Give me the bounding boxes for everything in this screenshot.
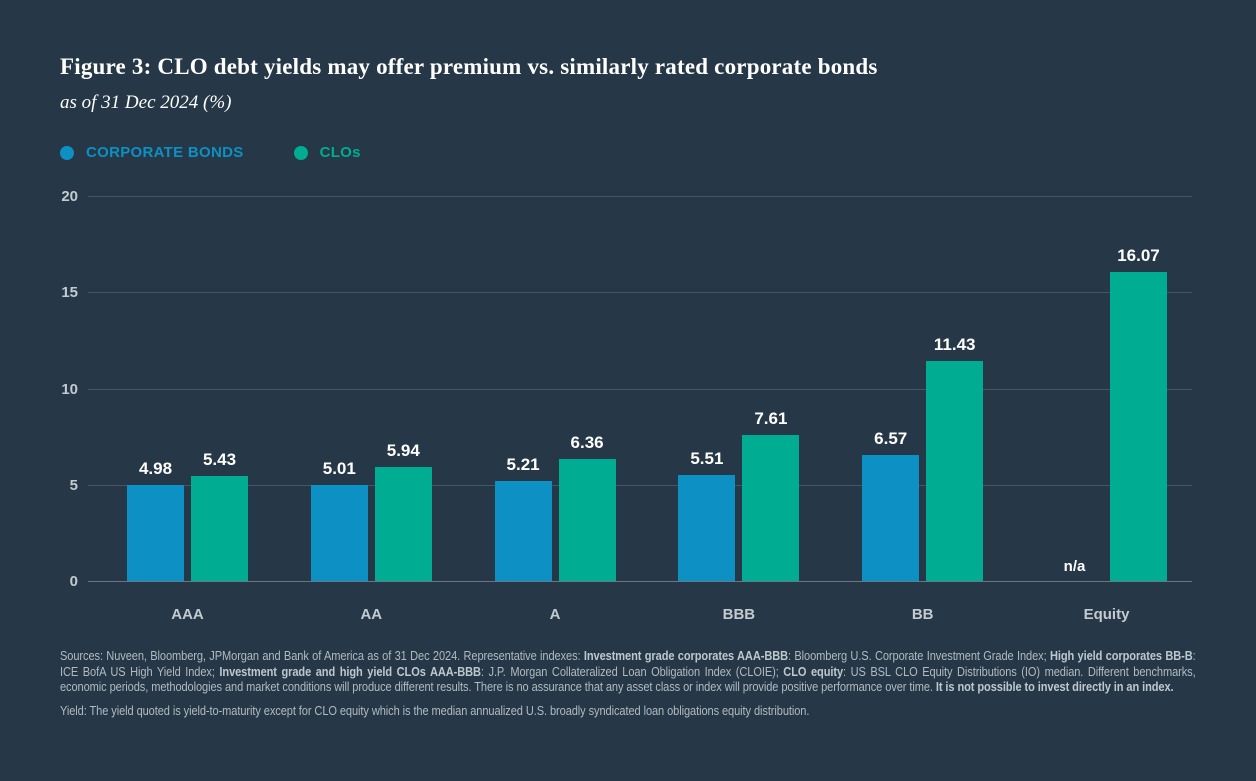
x-axis-label-a: A [549,606,561,623]
gridline-y-10 [88,388,1192,390]
footnote-yield: Yield: The yield quoted is yield-to-matu… [60,702,810,718]
bar-corporate-bonds-a [494,480,552,581]
bar-corporate-bonds-aa [310,484,368,581]
footnote-segment: : US BSL CLO Equity Distributions (IO) m… [60,663,1196,695]
bar-clos-aaa [191,476,248,581]
footnote-segment: Sources: Nuveen, Bloomberg, JPMorgan and… [60,648,584,663]
bar-value-label: 5.94 [386,440,420,460]
legend-label-clos: CLOs [319,144,361,161]
footnote-segment: : ICE BofA US High Yield Index; [60,648,1196,679]
footnote-bold-segment: It is not possible to invest directly in… [935,679,1174,695]
bar-value-label: 5.01 [322,458,356,478]
x-axis-label-aa: AA [360,606,383,623]
legend-item-clos: CLOs [293,144,361,161]
y-axis-tick-20: 20 [61,188,78,205]
y-axis-tick-5: 5 [69,476,78,494]
footnote-bold-segment: Investment grade corporates AAA-BBB [583,648,788,663]
bar-clos-bb [926,360,984,581]
gridline-y-20 [88,196,1192,197]
x-axis-label-aaa: AAA [171,606,204,623]
legend-item-corporate-bonds: CORPORATE BONDS [60,144,244,161]
x-axis-label-bb: BB [911,606,934,623]
bar-value-label: 6.57 [874,428,908,448]
bar-value-label: 16.07 [1117,245,1160,265]
bar-value-label: 7.61 [754,408,788,428]
bar-value-label: 11.43 [933,334,976,354]
gridline-y-15 [88,292,1192,294]
x-axis-label-bbb: BBB [722,606,756,623]
footnote-segment: : J.P. Morgan Collateralized Loan Obliga… [480,663,784,679]
y-axis-tick-10: 10 [61,380,78,398]
gridline-y-5 [88,484,1192,486]
figure-title: Figure 3: CLO debt yields may offer prem… [60,54,878,79]
legend-dot-clos-icon [293,145,308,160]
bar-corporate-bonds-bb [862,454,920,581]
footnotes: Sources: Nuveen, Bloomberg, JPMorgan and… [60,648,1256,718]
bar-value-label: 5.21 [506,454,540,474]
footnote-sources: Sources: Nuveen, Bloomberg, JPMorgan and… [60,648,1196,695]
bar-value-label: 5.51 [690,448,724,468]
bar-corporate-bonds-aaa [127,485,184,581]
na-label-Equity: n/a [1063,558,1086,575]
bar-clos-equity [1110,271,1167,581]
figure-subtitle: as of 31 Dec 2024 (%) [60,92,232,113]
bar-value-label: 4.98 [138,459,173,479]
bar-corporate-bonds-bbb [678,474,736,581]
footnote-bold-segment: Investment grade and high yield CLOs AAA… [219,663,481,679]
bar-value-label: 6.36 [570,432,604,452]
footnote-bold-segment: CLO equity [783,663,844,679]
bar-clos-a [558,458,616,581]
x-axis-label-equity: Equity [1083,606,1130,623]
bar-value-label: 5.43 [202,450,237,470]
bar-clos-bbb [742,434,800,581]
legend-dot-corporate-bonds-icon [60,145,74,160]
chart-legend: CORPORATE BONDS CLOs [60,144,361,161]
footnote-bold-segment: High yield corporates BB-B [1049,648,1193,663]
y-axis-tick-0: 0 [69,573,78,590]
bar-chart: 0 5 10 15 20 4.98 5.43 AAA 5.01 5.94 AA 5.21 6.36 A 5.… [61,188,1192,623]
bar-clos-aa [374,466,432,581]
footnote-segment: : Bloomberg U.S. Corporate Investment Gr… [787,648,1050,663]
gridline-y-0 [88,581,1192,582]
y-axis-tick-15: 15 [61,284,78,302]
legend-label-corporate-bonds: CORPORATE BONDS [86,144,244,161]
